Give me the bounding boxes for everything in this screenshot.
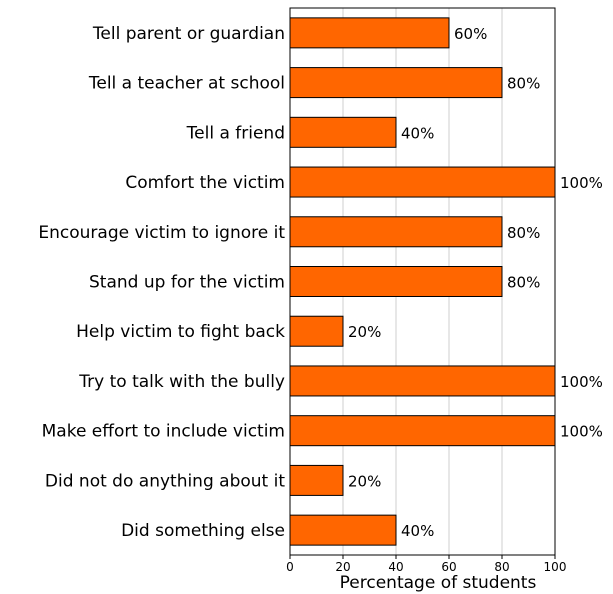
x-axis-title: Percentage of students [340, 573, 537, 593]
value-labels: 60% 80% 40% 100% 80% 80% 20% 100% 100% 20% 40% [348, 25, 603, 540]
value-label: 100% [560, 423, 603, 441]
bar [289, 216, 503, 248]
bar [289, 365, 556, 397]
x-tick-label: 80 [494, 560, 509, 574]
value-label: 80% [507, 75, 540, 93]
category-label: Tell a friend [186, 123, 285, 143]
value-label: 20% [348, 472, 381, 490]
value-label: 40% [401, 124, 434, 142]
category-labels: Tell parent or guardian Tell a teacher at… [38, 24, 285, 541]
x-tick-label: 0 [286, 560, 294, 574]
bar [289, 266, 503, 297]
x-tick-label: 40 [388, 560, 403, 574]
bar [289, 166, 556, 198]
category-label: Try to talk with the bully [78, 372, 285, 392]
value-label: 60% [454, 25, 487, 43]
bar [289, 17, 450, 49]
value-label: 80% [507, 224, 540, 242]
x-tick-label: 60 [441, 560, 456, 574]
value-label: 80% [507, 274, 540, 292]
value-label: 100% [560, 174, 603, 192]
category-label: Tell a teacher at school [88, 74, 285, 94]
category-label: Did not do anything about it [45, 471, 285, 491]
value-label: 100% [560, 373, 603, 391]
category-label: Stand up for the victim [89, 273, 285, 293]
bar [289, 514, 397, 546]
category-label: Encourage victim to ignore it [38, 223, 285, 243]
bar [289, 315, 344, 347]
x-tick-label: 20 [335, 560, 350, 574]
value-label: 20% [348, 323, 381, 341]
bar [289, 116, 397, 148]
category-label: Help victim to fight back [76, 322, 285, 342]
category-label: Did something else [121, 521, 285, 541]
category-label: Comfort the victim [125, 173, 285, 193]
bar [289, 415, 556, 447]
category-label: Tell parent or guardian [92, 24, 285, 44]
bars [289, 17, 556, 546]
x-axis-ticks: 0 20 40 60 80 100 [286, 555, 566, 574]
x-tick-label: 100 [544, 560, 567, 574]
category-label: Make effort to include victim [42, 422, 285, 442]
bar [289, 464, 344, 496]
bar [289, 67, 503, 99]
value-label: 40% [401, 522, 434, 540]
